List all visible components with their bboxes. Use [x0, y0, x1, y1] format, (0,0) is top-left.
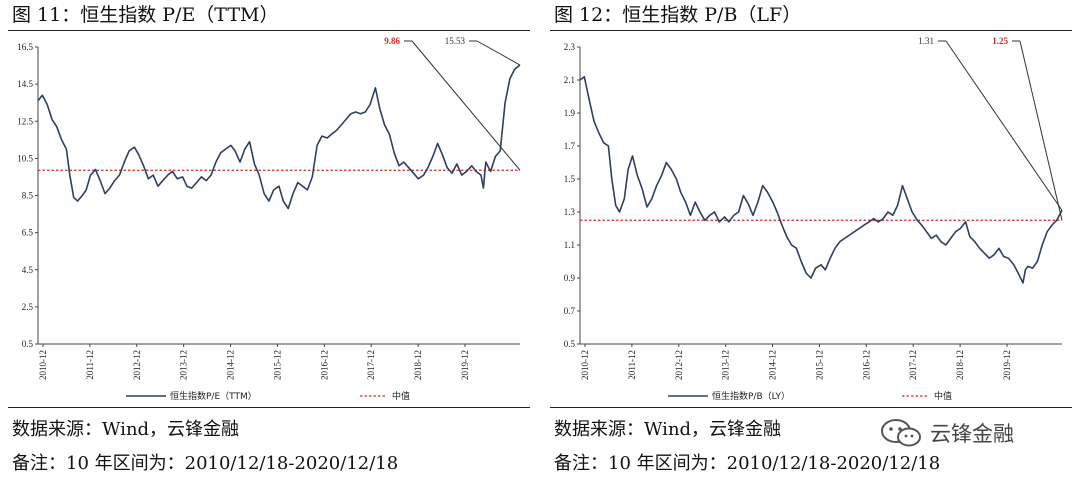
x-tick-label: 2010-12 [38, 350, 48, 380]
watermark-text: 云锋金融 [930, 422, 1014, 446]
y-tick-label: 2.1 [564, 75, 575, 85]
y-tick-label: 6.5 [22, 228, 34, 238]
x-tick-label: 2014-12 [768, 350, 778, 380]
figure-title: 图 11：恒生指数 P/E（TTM） [12, 4, 279, 26]
x-tick-label: 2019-12 [460, 350, 470, 380]
y-tick-label: 1.1 [564, 240, 575, 250]
pe-chart: 0.5 2.5 4.5 6.5 8.5 10.5 12.5 14.5 16.5 2010-12 20… [17, 36, 521, 402]
y-tick-label: 0.9 [564, 273, 576, 283]
x-tick-label: 2010-12 [580, 350, 590, 380]
y-tick-label: 0.7 [564, 306, 576, 316]
annotation-leader [411, 40, 521, 171]
y-tick-label: 16.5 [17, 42, 33, 52]
annotation-leader [1019, 40, 1063, 221]
y-tick-label: 0.5 [22, 339, 34, 349]
x-tick-label: 2013-12 [721, 350, 731, 380]
x-tick-label: 2013-12 [179, 350, 189, 380]
x-tick-label: 2012-12 [674, 350, 684, 380]
chart-panel-pe: 图 11：恒生指数 P/E（TTM） 0.5 2.5 4.5 6.5 8.5 10.5 12… [8, 0, 538, 481]
y-tick-label: 10.5 [17, 153, 33, 163]
data-source-note: 数据来源：Wind，云锋金融 [554, 419, 782, 440]
legend-median-label: 中值 [934, 390, 952, 402]
remark-note: 备注：10 年区间为：2010/12/18-2020/12/18 [12, 453, 399, 474]
annotation-label: 1.25 [992, 36, 1008, 46]
x-tick-label: 2019-12 [1002, 350, 1012, 380]
x-tick-label: 2014-12 [226, 350, 236, 380]
chart-panel-pb: 图 12：恒生指数 P/B（LF） 0.5 0.7 0.9 1.1 1.3 1.5 1.7 1… [550, 0, 1080, 481]
annotation-label: 1.31 [918, 36, 934, 46]
y-tick-label: 4.5 [22, 265, 34, 275]
legend-median-label: 中值 [392, 390, 410, 402]
x-tick-label: 2012-12 [132, 350, 142, 380]
x-tick-label: 2018-12 [955, 350, 965, 380]
annotation-leader [476, 40, 521, 66]
bottom-rule [8, 407, 530, 408]
data-source-note: 数据来源：Wind，云锋金融 [12, 419, 240, 440]
series-line [37, 64, 521, 210]
y-tick-label: 12.5 [17, 116, 33, 126]
y-tick-label: 8.5 [22, 191, 34, 201]
y-tick-label: 1.5 [564, 174, 576, 184]
x-tick-label: 2011-12 [85, 350, 95, 380]
series-line [579, 75, 1063, 284]
annotation-label: 15.53 [445, 36, 466, 46]
x-tick-label: 2011-12 [627, 350, 637, 380]
top-rule [8, 30, 530, 31]
watermark: 云锋金融 [880, 418, 1014, 448]
y-tick-label: 14.5 [17, 79, 33, 89]
figure-title: 图 12：恒生指数 P/B（LF） [554, 4, 802, 26]
y-tick-label: 1.3 [564, 207, 576, 217]
y-tick-label: 2.5 [22, 302, 34, 312]
y-tick-label: 1.9 [564, 108, 576, 118]
x-tick-label: 2015-12 [272, 350, 282, 380]
legend-series-label: 恒生指数P/E（TTM） [170, 390, 257, 402]
pb-chart: 0.5 0.7 0.9 1.1 1.3 1.5 1.7 1.9 2.1 2.3 2010-12 201… [564, 36, 1063, 402]
top-rule [550, 30, 1072, 31]
y-tick-label: 0.5 [564, 339, 576, 349]
x-tick-label: 2016-12 [319, 350, 329, 380]
legend-series-label: 恒生指数P/B（LY） [712, 390, 790, 402]
remark-note: 备注：10 年区间为：2010/12/18-2020/12/18 [554, 453, 941, 474]
y-tick-label: 2.3 [564, 42, 576, 52]
x-tick-label: 2016-12 [861, 350, 871, 380]
bottom-rule [550, 407, 1072, 408]
x-tick-label: 2018-12 [413, 350, 423, 380]
annotation-leader [945, 40, 1063, 211]
x-tick-label: 2017-12 [908, 350, 918, 380]
x-tick-label: 2015-12 [814, 350, 824, 380]
annotation-label: 9.86 [384, 36, 400, 46]
y-tick-label: 1.7 [564, 141, 576, 151]
wechat-icon [881, 419, 921, 447]
x-tick-label: 2017-12 [366, 350, 376, 380]
